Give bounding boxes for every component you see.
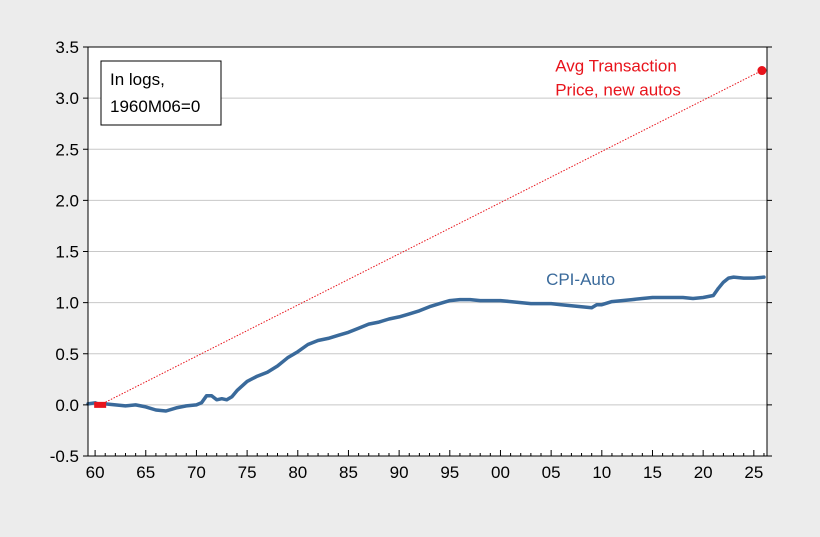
x-tick-label: 95 xyxy=(440,463,459,482)
x-tick-label: 75 xyxy=(238,463,257,482)
series-line-avg-transaction-price xyxy=(99,70,763,406)
series-label: Price, new autos xyxy=(555,80,681,99)
series-labels: CPI-Auto Avg Transaction Price, new autos xyxy=(546,56,681,289)
y-tick-label: 1.0 xyxy=(55,294,79,313)
annotation-box: In logs, 1960M06=0 xyxy=(100,60,222,126)
annotation-box-frame xyxy=(100,60,222,126)
atp-end-point xyxy=(757,66,767,76)
y-tick-label: -0.5 xyxy=(50,447,79,466)
annotation-line-2: 1960M06=0 xyxy=(110,97,200,116)
series-label: CPI-Auto xyxy=(546,270,615,289)
x-tick-label: 15 xyxy=(643,463,662,482)
x-tick-label: 65 xyxy=(136,463,155,482)
y-tick-label: 2.5 xyxy=(55,140,79,159)
series-line-cpi-auto xyxy=(86,275,766,413)
x-tick-label: 80 xyxy=(288,463,307,482)
x-tick-label: 10 xyxy=(592,463,611,482)
x-tick-label: 25 xyxy=(744,463,763,482)
axis-ticks: -0.5 0.0 0.5 1.0 1.5 2.0 2.5 3.0 3.5 60 65 70 75 80 85… xyxy=(50,38,772,482)
y-tick-label: 1.5 xyxy=(55,243,79,262)
series-layer xyxy=(86,66,767,413)
x-tick-label: 90 xyxy=(390,463,409,482)
x-tick-label: 70 xyxy=(187,463,206,482)
x-tick-label: 85 xyxy=(339,463,358,482)
atp-start-point xyxy=(94,401,107,408)
x-tick-label: 05 xyxy=(542,463,561,482)
x-tick-label: 20 xyxy=(694,463,713,482)
x-tick-label: 60 xyxy=(86,463,105,482)
y-tick-label: 3.0 xyxy=(55,89,79,108)
y-tick-label: 2.0 xyxy=(55,191,79,210)
x-tick-label: 00 xyxy=(491,463,510,482)
y-tick-label: 3.5 xyxy=(55,38,79,57)
y-tick-label: 0.5 xyxy=(55,345,79,364)
gridlines xyxy=(88,97,767,406)
y-tick-label: 0.0 xyxy=(55,396,79,415)
series-label: Avg Transaction xyxy=(555,56,677,75)
annotation-line-1: In logs, xyxy=(110,70,165,89)
